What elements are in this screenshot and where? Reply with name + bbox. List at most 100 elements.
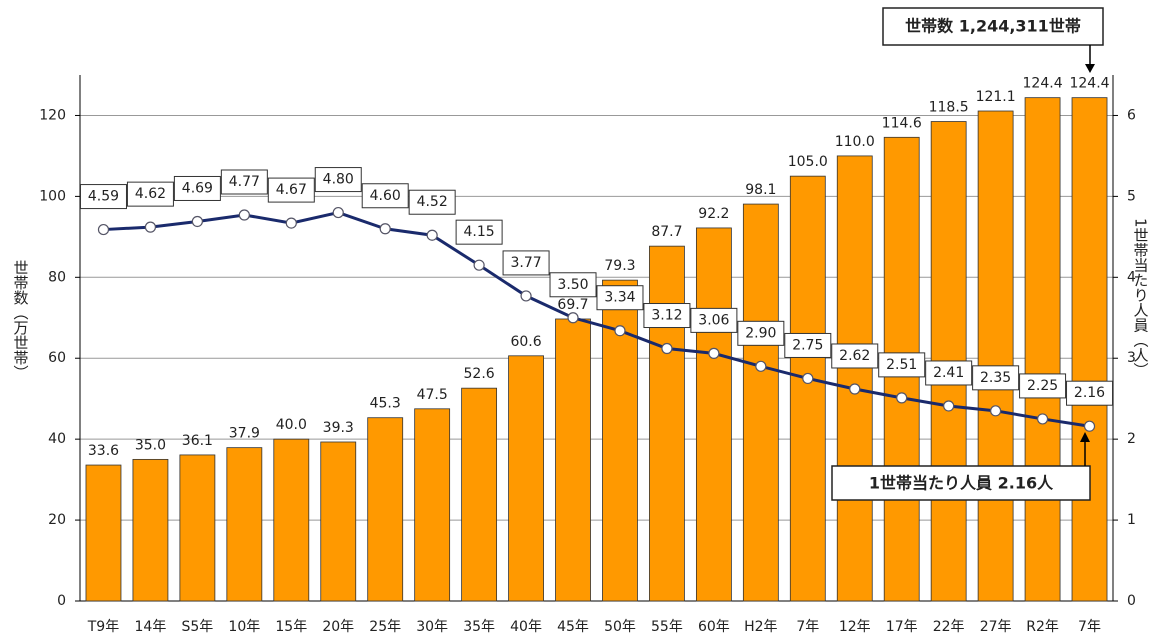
bar bbox=[695, 227, 732, 602]
line-value-label: 4.59 bbox=[88, 189, 119, 205]
line-label-box bbox=[972, 365, 1020, 391]
line-point bbox=[379, 223, 391, 235]
x-tick-label: 25年 bbox=[369, 619, 401, 635]
y2-tick-label: 6 bbox=[1127, 107, 1136, 123]
line-value-label: 4.52 bbox=[417, 194, 448, 210]
line-value-label: 4.60 bbox=[370, 188, 401, 204]
line-label-box bbox=[502, 250, 550, 276]
x-tick-label: S5年 bbox=[181, 619, 213, 635]
bar-value-label: 121.1 bbox=[976, 89, 1016, 105]
x-tick-label: 50年 bbox=[604, 619, 636, 635]
line-label-box bbox=[408, 189, 456, 215]
bar bbox=[977, 110, 1014, 602]
line-value-label: 4.67 bbox=[276, 182, 307, 198]
x-tick-label: T9年 bbox=[87, 619, 119, 635]
y-tick-label: 60 bbox=[48, 350, 66, 366]
line-point bbox=[285, 217, 297, 229]
line-point bbox=[755, 360, 767, 372]
bar-value-label: 35.0 bbox=[135, 437, 166, 453]
arrow-head bbox=[1085, 64, 1095, 73]
x-tick-label: 10年 bbox=[228, 619, 260, 635]
line-value-label: 3.50 bbox=[557, 277, 588, 293]
line-label-box bbox=[126, 181, 174, 207]
line-point bbox=[1083, 420, 1096, 432]
annotation: 世帯数 1,244,311世帯 bbox=[905, 17, 1081, 36]
line-label-box bbox=[737, 320, 785, 346]
bar-value-label: 105.0 bbox=[788, 154, 828, 170]
arrow-head bbox=[1080, 432, 1090, 442]
bar-value-label: 124.4 bbox=[1023, 76, 1063, 92]
line-point bbox=[708, 347, 720, 359]
line-label-box bbox=[1019, 373, 1067, 399]
line-label-box bbox=[690, 307, 738, 333]
line-point bbox=[97, 223, 110, 236]
bar-value-label: 114.6 bbox=[882, 115, 922, 131]
bar-value-label: 79.3 bbox=[604, 258, 635, 274]
line-point bbox=[661, 342, 673, 355]
line-point bbox=[896, 392, 908, 404]
x-tick-label: R2年 bbox=[1026, 619, 1059, 635]
line-label-box bbox=[455, 219, 503, 245]
line-label-box bbox=[643, 303, 691, 329]
bar-value-label: 110.0 bbox=[835, 134, 875, 150]
bar bbox=[226, 447, 263, 602]
y2-tick-label: 4 bbox=[1127, 269, 1136, 285]
line-point bbox=[238, 209, 250, 221]
line-value-label: 2.41 bbox=[933, 365, 964, 381]
y2-axis-title: 1世帯当たり人員（人） bbox=[1132, 218, 1150, 378]
y-tick-label: 20 bbox=[48, 512, 66, 528]
x-tick-label: 7年 bbox=[1078, 619, 1101, 635]
x-tick-label: 20年 bbox=[322, 619, 354, 635]
line-value-label: 2.90 bbox=[745, 325, 776, 341]
bar bbox=[273, 438, 310, 602]
y-axis-title: 世帯数（万世帯） bbox=[12, 260, 30, 380]
bar bbox=[649, 245, 685, 602]
line-value-label: 2.35 bbox=[980, 370, 1011, 386]
x-tick-label: 15年 bbox=[275, 619, 307, 635]
line-label-box bbox=[267, 177, 315, 203]
x-tick-label: 55年 bbox=[651, 619, 683, 635]
line-value-label: 4.62 bbox=[135, 186, 166, 202]
bar-value-label: 98.1 bbox=[745, 182, 776, 198]
bar-value-label: 40.0 bbox=[276, 417, 307, 433]
line-label-box bbox=[314, 167, 362, 193]
bar bbox=[742, 203, 779, 602]
bar-value-label: 39.3 bbox=[323, 420, 354, 436]
bar bbox=[1024, 97, 1061, 602]
x-tick-label: 12年 bbox=[839, 619, 871, 635]
x-tick-label: 40年 bbox=[510, 619, 542, 635]
x-tick-label: 22年 bbox=[933, 619, 965, 635]
y-tick-label: 120 bbox=[39, 107, 66, 123]
line-value-label: 2.16 bbox=[1074, 385, 1105, 401]
line-point bbox=[990, 405, 1002, 417]
line-value-label: 3.06 bbox=[698, 312, 729, 328]
line-value-label: 2.51 bbox=[886, 357, 917, 373]
line-value-label: 4.69 bbox=[182, 180, 213, 196]
x-tick-label: H2年 bbox=[744, 619, 777, 635]
line-point bbox=[849, 383, 861, 395]
line-label-box bbox=[361, 183, 409, 209]
bar-value-label: 60.6 bbox=[510, 334, 541, 350]
y2-tick-label: 0 bbox=[1127, 593, 1136, 609]
bar-value-label: 37.9 bbox=[229, 426, 260, 442]
bar-value-label: 52.6 bbox=[464, 366, 495, 382]
bar bbox=[414, 408, 451, 602]
line-value-label: 4.15 bbox=[464, 224, 495, 240]
line-point bbox=[943, 400, 955, 412]
annotation-box bbox=[831, 465, 1091, 501]
line-point bbox=[802, 372, 814, 385]
line-point bbox=[520, 290, 532, 302]
line-point bbox=[191, 215, 203, 228]
line-point bbox=[614, 325, 626, 337]
bar bbox=[836, 155, 873, 602]
line bbox=[103, 211, 1090, 428]
bar bbox=[179, 454, 216, 602]
line-value-label: 2.25 bbox=[1027, 378, 1058, 394]
x-tick-label: 30年 bbox=[416, 619, 448, 635]
bar bbox=[85, 464, 122, 602]
bar bbox=[132, 458, 169, 602]
bar bbox=[320, 441, 357, 602]
x-tick-label: 60年 bbox=[698, 619, 730, 635]
y-tick-label: 0 bbox=[57, 593, 66, 609]
